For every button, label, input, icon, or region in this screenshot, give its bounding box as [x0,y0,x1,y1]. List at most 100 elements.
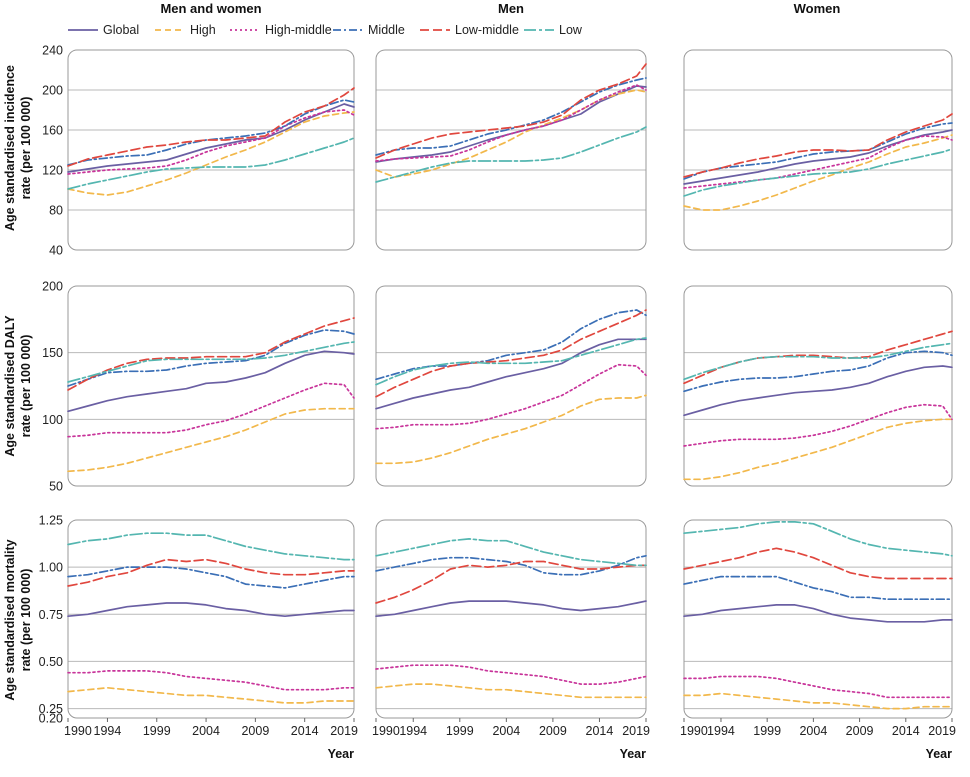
panel-r3-men-and-women-series-high [67,686,355,704]
row3-y-tick-label-2: 0.50 [39,655,63,669]
legend-item-low-middle: Low-middle [420,23,519,37]
panels: 4080120160200240501001502000.200.250.500… [39,44,956,762]
panel-r2-men-series-high-middle [375,363,647,430]
panel-r3-men-and-women-series-low-middle [67,558,355,587]
panel-r3-women-x-tick-label-2009: 2009 [846,724,874,738]
row2-y-tick-label-2: 150 [42,346,63,360]
panel-r3-women-x-tick-label-2004: 2004 [799,724,827,738]
panel-r2-women-series-global [683,365,953,417]
panel-r3-women-x-axis-title: Year [926,747,953,761]
panel-r1-men-frame [375,49,647,251]
panel-r1-men-series-low [375,126,647,183]
legend-item-middle: Middle [333,23,405,37]
panel-r2-women-frame [683,285,953,487]
panel-r1-men-and-women-series-low [67,137,355,190]
row1-y-tick-label-5: 240 [42,44,63,58]
panel-r2-men-series-global [375,338,647,410]
panel-r2-women-series-high-middle [683,403,953,447]
panel-r1-women-series-high [683,134,953,211]
legend-item-global: Global [68,23,139,37]
row1-y-tick-label-0: 40 [49,244,63,258]
panel-r1-men [375,49,647,251]
panel-r3-men-and-women-series-low [67,532,355,561]
panel-r3-men: 1990 1994 1999 2004 2009 2014 2019 Year [372,519,650,761]
panel-r2-women-series-low-middle [683,330,953,385]
legend-label-global: Global [103,23,139,37]
panel-r2-men-and-women-series-high-middle [67,382,355,438]
panel-r3-women-series-middle [683,575,953,601]
legend-label-high: High [190,23,216,37]
column-titles: Men and women Men Women [160,1,840,16]
panel-r1-men-and-women-series-global [67,103,355,173]
panel-r3-women-series-global [683,604,953,623]
panel-r2-men-series-low-middle [375,309,647,398]
panel-r1-women-frame [683,49,953,251]
panel-r3-men-series-high-middle [375,664,647,685]
panel-r3-women: 1990 1994 1999 2004 2009 2014 2019 Year [680,519,956,761]
panel-r1-men-series-global [375,85,647,163]
panel-r1-women-series-high-middle [683,135,953,189]
panel-r1-men-and-women-series-high-middle [67,109,355,175]
panel-r3-men-x-tick-label-2014: 2014 [586,724,614,738]
panel-r1-women-series-low-middle [683,113,953,178]
panel-r2-women [683,285,953,487]
panel-r2-men-and-women-series-low-middle [67,317,355,391]
panel-r2-men-and-women-frame [67,285,355,487]
panel-r3-women-series-low [683,521,953,557]
panel-r3-women-x-tick-label-1999: 1999 [753,724,781,738]
row2-y-tick-label-1: 100 [42,413,63,427]
panel-r3-men-x-tick-label-2019: 2019 [622,724,650,738]
row-mortality-ylabel-line1: Age standardised mortality [3,539,17,700]
panel-r2-men-and-women-series-high [67,407,355,473]
panel-r1-women-series-global [683,129,953,185]
column-title-men-and-women: Men and women [160,1,261,16]
panel-r3-men-and-women-x-axis-title: Year [328,747,355,761]
row1-y-tick-label-2: 120 [42,164,63,178]
panel-r1-men-series-high [375,89,647,178]
panel-r3-men-and-women-series-middle [67,566,355,589]
panel-r3-men-series-low-middle [375,560,647,604]
panel-r2-women-series-middle [683,350,953,393]
row-daly-ylabel-line1: Age standardised DALY [3,315,17,457]
panel-r1-women [683,49,953,251]
panel-r3-women-series-high-middle [683,675,953,699]
legend-label-low: Low [559,23,583,37]
panel-r3-men-x-axis-title: Year [620,747,647,761]
row1-y-tick-label-3: 160 [42,124,63,138]
panel-r2-men-series-high [375,394,647,465]
panel-r3-men-series-middle [375,554,647,576]
panel-r3-men-and-women-x-tick-label-2019: 2019 [330,724,358,738]
legend-item-high: High [155,23,216,37]
panel-r2-men-and-women-series-low [67,341,355,383]
panel-r3-men-and-women-x-tick-label-1990: 1990 [64,724,92,738]
panel-r1-men-and-women-series-high [67,111,355,196]
panel-r2-men-frame [375,285,647,487]
panel-r3-women-x-tick-label-2014: 2014 [892,724,920,738]
row-daly-ylabel-line2: rate (per 100 000) [19,335,33,438]
row3-y-tick-label-5: 1.25 [39,514,63,528]
row3-y-tick-label-4: 1.00 [39,561,63,575]
panel-r1-men-and-women-series-middle [67,99,355,166]
panel-r3-men-and-women-series-high-middle [67,670,355,691]
legend-label-high-middle: High-middle [265,23,332,37]
panel-r3-men-frame [375,519,647,719]
panel-r3-women-x-tick-label-1990: 1990 [680,724,708,738]
panel-r3-men-series-low [375,538,647,567]
panel-r1-women-series-middle [683,122,953,180]
panel-r3-men-and-women-series-global [67,602,355,618]
panel-r2-women-series-high [683,418,953,481]
row3-y-tick-label-1: 0.25 [39,702,63,716]
panel-r3-men-and-women-x-tick-label-1994: 1994 [94,724,122,738]
panel-r3-men-x-tick-label-1999: 1999 [446,724,474,738]
row-incidence-ylabel-line1: Age standardised incidence [3,65,17,231]
row1-y-tick-label-1: 80 [49,204,63,218]
panel-r1-women-series-low [683,148,953,197]
panel-r3-women-x-tick-label-1994: 1994 [707,724,735,738]
panel-r3-men-series-global [375,600,647,618]
row3-y-tick-label-3: 0.75 [39,608,63,622]
row-incidence-ylabel-line2: rate (per 100 000) [19,97,33,200]
panel-r2-women-series-low [683,342,953,381]
panel-r2-men-and-women: 50 100 150 200 [42,280,355,494]
panel-r3-men-and-women-x-tick-label-1999: 1999 [143,724,171,738]
